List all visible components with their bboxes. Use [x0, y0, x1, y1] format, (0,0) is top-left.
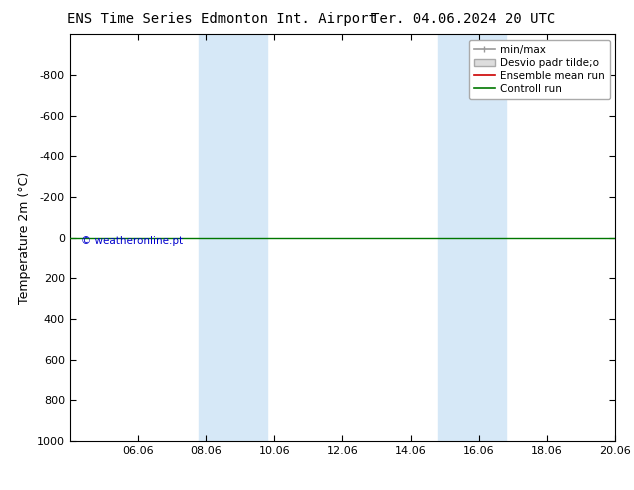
- Legend: min/max, Desvio padr tilde;o, Ensemble mean run, Controll run: min/max, Desvio padr tilde;o, Ensemble m…: [469, 40, 610, 99]
- Text: © weatheronline.pt: © weatheronline.pt: [81, 236, 183, 245]
- Bar: [199, 34, 223, 441]
- Bar: [462, 34, 506, 441]
- Text: Ter. 04.06.2024 20 UTC: Ter. 04.06.2024 20 UTC: [371, 12, 555, 26]
- Bar: [223, 34, 268, 441]
- Y-axis label: Temperature 2m (°C): Temperature 2m (°C): [18, 172, 31, 304]
- Text: ENS Time Series Edmonton Int. Airport: ENS Time Series Edmonton Int. Airport: [67, 12, 377, 26]
- Bar: [437, 34, 462, 441]
